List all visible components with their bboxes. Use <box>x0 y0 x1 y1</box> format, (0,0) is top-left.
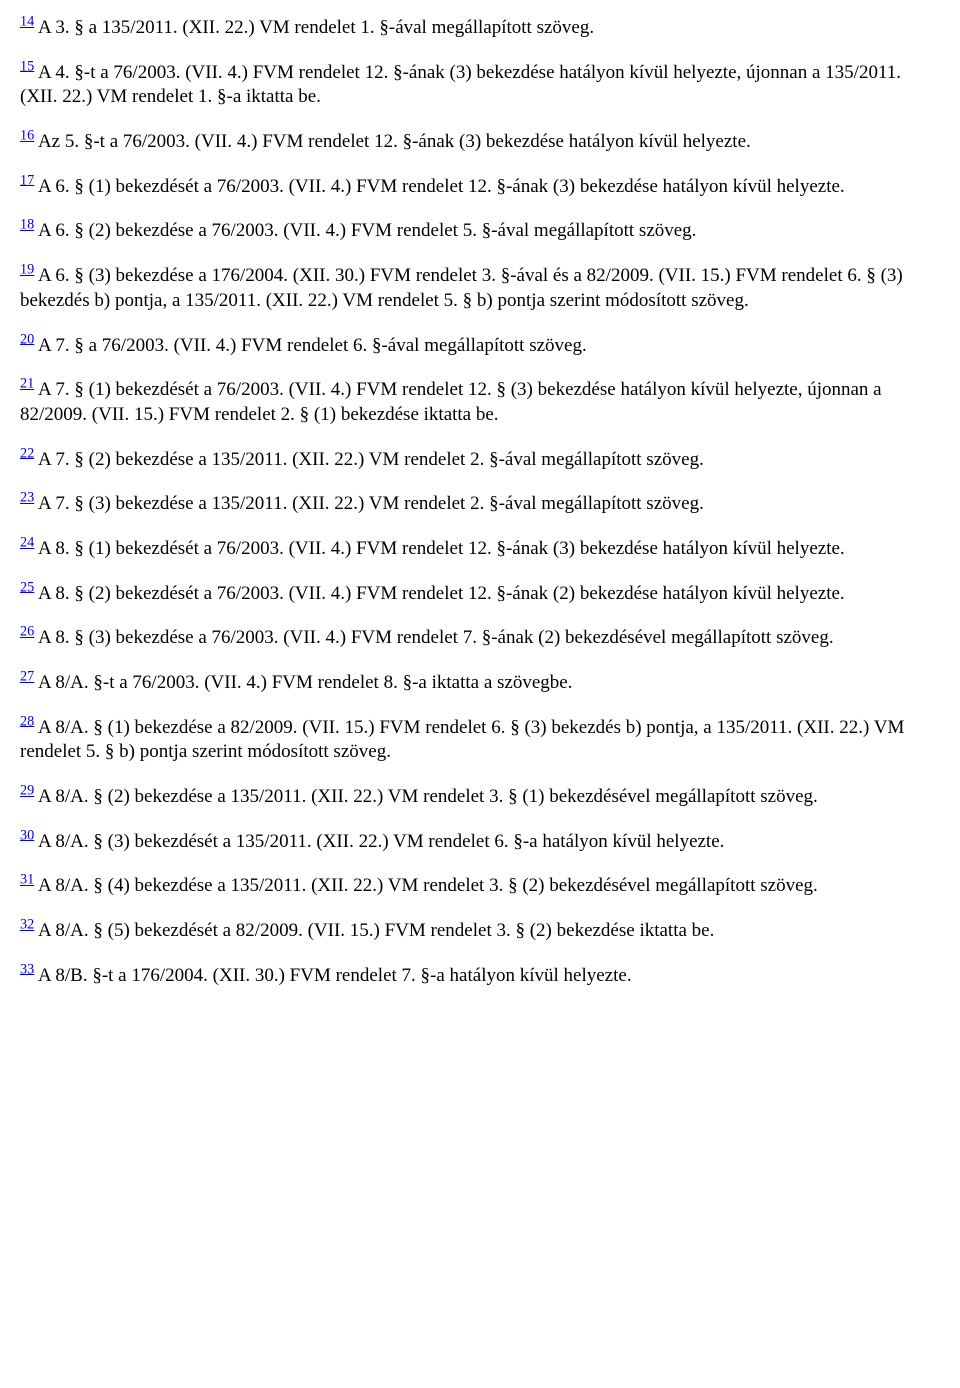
footnote-text: A 8/A. § (5) bekezdését a 82/2009. (VII.… <box>34 920 714 941</box>
footnote-paragraph: 17 A 6. § (1) bekezdését a 76/2003. (VII… <box>20 175 940 200</box>
footnote-paragraph: 26 A 8. § (3) bekezdése a 76/2003. (VII.… <box>20 626 940 651</box>
footnote-ref-link[interactable]: 33 <box>20 961 34 977</box>
footnote-paragraph: 32 A 8/A. § (5) bekezdését a 82/2009. (V… <box>20 919 940 944</box>
footnote-paragraph: 25 A 8. § (2) bekezdését a 76/2003. (VII… <box>20 582 940 607</box>
footnote-paragraph: 15 A 4. §-t a 76/2003. (VII. 4.) FVM ren… <box>20 61 940 110</box>
footnote-paragraph: 19 A 6. § (3) bekezdése a 176/2004. (XII… <box>20 264 940 313</box>
footnote-ref-link[interactable]: 29 <box>20 783 34 799</box>
footnote-ref-link[interactable]: 23 <box>20 490 34 506</box>
footnote-paragraph: 14 A 3. § a 135/2011. (XII. 22.) VM rend… <box>20 16 940 41</box>
footnote-paragraph: 20 A 7. § a 76/2003. (VII. 4.) FVM rende… <box>20 334 940 359</box>
footnote-text: A 8/A. § (3) bekezdését a 135/2011. (XII… <box>34 831 724 852</box>
footnote-ref-link[interactable]: 22 <box>20 445 34 461</box>
footnote-ref-link[interactable]: 30 <box>20 827 34 843</box>
footnote-text: A 6. § (1) bekezdését a 76/2003. (VII. 4… <box>34 176 844 197</box>
footnote-text: A 8/A. §-t a 76/2003. (VII. 4.) FVM rend… <box>34 672 572 693</box>
footnote-text: A 8. § (2) bekezdését a 76/2003. (VII. 4… <box>34 583 844 604</box>
footnote-paragraph: 33 A 8/B. §-t a 176/2004. (XII. 30.) FVM… <box>20 964 940 989</box>
footnote-paragraph: 28 A 8/A. § (1) bekezdése a 82/2009. (VI… <box>20 716 940 765</box>
footnote-text: A 8/A. § (2) bekezdése a 135/2011. (XII.… <box>34 786 818 807</box>
footnote-paragraph: 30 A 8/A. § (3) bekezdését a 135/2011. (… <box>20 830 940 855</box>
footnote-ref-link[interactable]: 20 <box>20 331 34 347</box>
footnote-ref-link[interactable]: 32 <box>20 917 34 933</box>
footnote-text: A 8. § (3) bekezdése a 76/2003. (VII. 4.… <box>34 627 833 648</box>
footnote-text: A 7. § (3) bekezdése a 135/2011. (XII. 2… <box>34 493 704 514</box>
footnote-text: A 4. §-t a 76/2003. (VII. 4.) FVM rendel… <box>20 62 901 108</box>
footnote-ref-link[interactable]: 15 <box>20 58 34 74</box>
footnote-text: A 7. § (1) bekezdését a 76/2003. (VII. 4… <box>20 379 882 425</box>
footnote-ref-link[interactable]: 14 <box>20 14 34 30</box>
footnote-ref-link[interactable]: 19 <box>20 262 34 278</box>
footnote-ref-link[interactable]: 16 <box>20 128 34 144</box>
footnote-text: A 7. § (2) bekezdése a 135/2011. (XII. 2… <box>34 449 704 470</box>
footnote-text: A 3. § a 135/2011. (XII. 22.) VM rendele… <box>34 17 594 38</box>
footnote-paragraph: 22 A 7. § (2) bekezdése a 135/2011. (XII… <box>20 448 940 473</box>
footnote-paragraph: 24 A 8. § (1) bekezdését a 76/2003. (VII… <box>20 537 940 562</box>
footnote-ref-link[interactable]: 26 <box>20 624 34 640</box>
footnote-paragraph: 21 A 7. § (1) bekezdését a 76/2003. (VII… <box>20 378 940 427</box>
footnote-paragraph: 31 A 8/A. § (4) bekezdése a 135/2011. (X… <box>20 874 940 899</box>
footnote-ref-link[interactable]: 24 <box>20 535 34 551</box>
footnote-text: A 8. § (1) bekezdését a 76/2003. (VII. 4… <box>34 538 844 559</box>
footnote-paragraph: 16 Az 5. §-t a 76/2003. (VII. 4.) FVM re… <box>20 130 940 155</box>
footnote-paragraph: 27 A 8/A. §-t a 76/2003. (VII. 4.) FVM r… <box>20 671 940 696</box>
footnote-ref-link[interactable]: 31 <box>20 872 34 888</box>
footnote-text: A 8/A. § (1) bekezdése a 82/2009. (VII. … <box>20 717 904 763</box>
footnote-text: Az 5. §-t a 76/2003. (VII. 4.) FVM rende… <box>34 131 751 152</box>
footnotes-list: 14 A 3. § a 135/2011. (XII. 22.) VM rend… <box>20 16 940 989</box>
footnote-ref-link[interactable]: 25 <box>20 579 34 595</box>
footnote-paragraph: 23 A 7. § (3) bekezdése a 135/2011. (XII… <box>20 492 940 517</box>
footnote-text: A 7. § a 76/2003. (VII. 4.) FVM rendelet… <box>34 335 586 356</box>
footnote-paragraph: 18 A 6. § (2) bekezdése a 76/2003. (VII.… <box>20 219 940 244</box>
footnote-text: A 8/B. §-t a 176/2004. (XII. 30.) FVM re… <box>34 965 631 986</box>
footnote-ref-link[interactable]: 17 <box>20 172 34 188</box>
footnote-ref-link[interactable]: 27 <box>20 669 34 685</box>
footnote-ref-link[interactable]: 28 <box>20 713 34 729</box>
footnote-paragraph: 29 A 8/A. § (2) bekezdése a 135/2011. (X… <box>20 785 940 810</box>
footnote-ref-link[interactable]: 18 <box>20 217 34 233</box>
footnote-text: A 6. § (3) bekezdése a 176/2004. (XII. 3… <box>20 265 903 311</box>
footnote-text: A 8/A. § (4) bekezdése a 135/2011. (XII.… <box>34 875 818 896</box>
footnote-text: A 6. § (2) bekezdése a 76/2003. (VII. 4.… <box>34 220 696 241</box>
footnote-ref-link[interactable]: 21 <box>20 376 34 392</box>
